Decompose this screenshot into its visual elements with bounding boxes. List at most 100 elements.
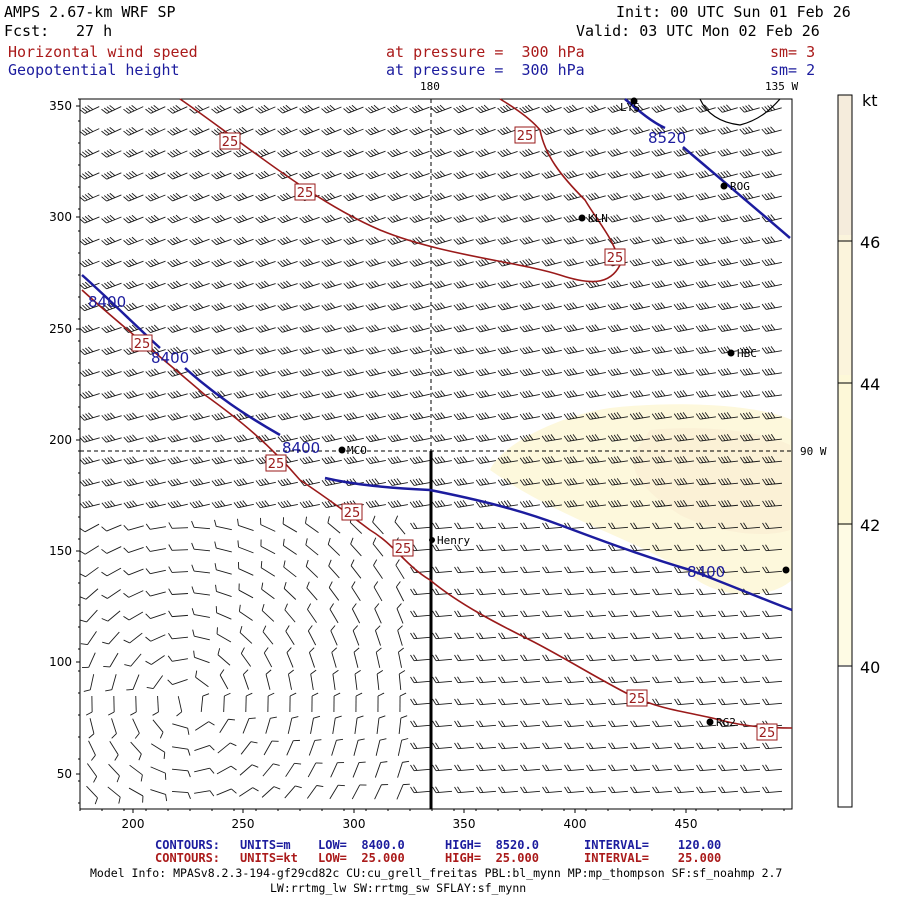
speed-label: 25	[756, 723, 778, 741]
wind-barb	[630, 632, 651, 640]
wind-barb	[79, 192, 100, 202]
wind-barb	[630, 786, 651, 794]
wind-barb	[651, 236, 672, 245]
wind-barb	[564, 544, 585, 552]
wind-barb	[123, 192, 144, 202]
wind-barb	[674, 522, 695, 530]
wind-barb	[387, 368, 408, 377]
wind-barb	[453, 170, 474, 179]
wind-barb	[564, 632, 585, 640]
wind-barb	[352, 625, 360, 646]
wind-barb	[454, 676, 475, 684]
wind-barb	[395, 559, 405, 580]
wind-barb	[299, 104, 320, 114]
wind-barb	[695, 456, 716, 464]
wind-barb	[299, 324, 320, 333]
wind-barb	[519, 302, 540, 311]
wind-barb	[717, 236, 738, 245]
wind-barb	[651, 280, 672, 289]
speed-label: 25	[341, 503, 363, 521]
wind-barb	[123, 170, 144, 180]
wind-barb	[696, 588, 717, 596]
wind-barb	[332, 715, 342, 734]
wind-barb	[277, 148, 298, 158]
wind-barb	[608, 654, 629, 662]
wind-barb	[739, 104, 760, 113]
wind-barb	[740, 786, 761, 794]
wind-barb	[145, 214, 166, 224]
wind-barb	[497, 478, 518, 486]
wind-barb	[629, 390, 650, 398]
wind-barb	[608, 698, 629, 706]
wind-barb	[673, 346, 694, 354]
wind-barb	[286, 739, 300, 756]
wind-barb	[145, 302, 166, 312]
x-tick-label: 250	[232, 817, 255, 831]
wind-barb	[629, 368, 650, 376]
wind-barb	[564, 698, 585, 706]
field1-title: Horizontal wind speed	[8, 43, 198, 61]
wind-barb	[431, 478, 452, 486]
y-tick-label: 350	[49, 99, 72, 113]
wind-barb	[717, 126, 738, 135]
wind-barb	[432, 522, 453, 530]
wind-barb	[629, 456, 650, 464]
wind-barb	[365, 346, 386, 355]
wind-barb	[519, 258, 540, 267]
wind-barb	[387, 346, 408, 355]
x-tick-label: 200	[122, 817, 145, 831]
wind-barb	[123, 500, 144, 509]
wind-barb	[299, 390, 320, 399]
wind-barb	[541, 500, 562, 508]
wind-barb	[262, 763, 280, 777]
wind-barb	[674, 720, 695, 728]
wind-barb	[520, 588, 541, 596]
wind-barb	[214, 519, 232, 531]
wind-barb	[651, 126, 672, 135]
wind-barb	[564, 588, 585, 596]
wind-barb	[330, 625, 338, 646]
wind-barb	[607, 500, 628, 508]
wind-barb	[277, 412, 298, 421]
speed-label: 25	[219, 132, 241, 150]
wind-barb	[432, 566, 453, 574]
wind-barb	[261, 603, 275, 622]
wind-barb	[475, 324, 496, 333]
wind-barb	[454, 786, 475, 794]
wind-barb	[101, 236, 122, 246]
wind-barb	[453, 302, 474, 311]
footer-height-high: HIGH= 8520.0	[445, 838, 539, 852]
wind-barb	[695, 390, 716, 398]
wind-barb	[630, 720, 651, 728]
footer-speed-high: HIGH= 25.000	[445, 851, 539, 865]
wind-barb	[432, 544, 453, 552]
wind-barb	[397, 625, 403, 646]
speed-label: 25	[294, 183, 316, 201]
wind-barb	[409, 214, 430, 223]
wind-barb	[740, 477, 761, 486]
wind-barb	[476, 742, 497, 750]
wind-barb	[307, 625, 317, 646]
wind-barb	[718, 499, 739, 508]
wind-barb	[410, 566, 431, 574]
wind-barb	[453, 324, 474, 333]
wind-barb	[739, 148, 760, 157]
wind-barb	[387, 324, 408, 333]
wind-barb	[282, 538, 297, 555]
wind-barb	[365, 104, 386, 114]
wind-barb	[740, 764, 761, 772]
wind-barb	[652, 720, 673, 728]
wind-barb	[564, 676, 585, 684]
wind-barb	[674, 544, 695, 552]
wind-barb	[88, 718, 95, 739]
wind-barb	[321, 500, 342, 508]
wind-barb	[111, 718, 117, 739]
wind-barb	[123, 547, 144, 553]
wind-barb	[299, 302, 320, 311]
wind-barb	[629, 412, 650, 420]
colorbar-segment	[838, 665, 852, 807]
wind-barb	[673, 456, 694, 464]
wind-barb	[453, 456, 474, 464]
wind-barb	[740, 456, 761, 464]
wind-barb	[168, 588, 189, 595]
